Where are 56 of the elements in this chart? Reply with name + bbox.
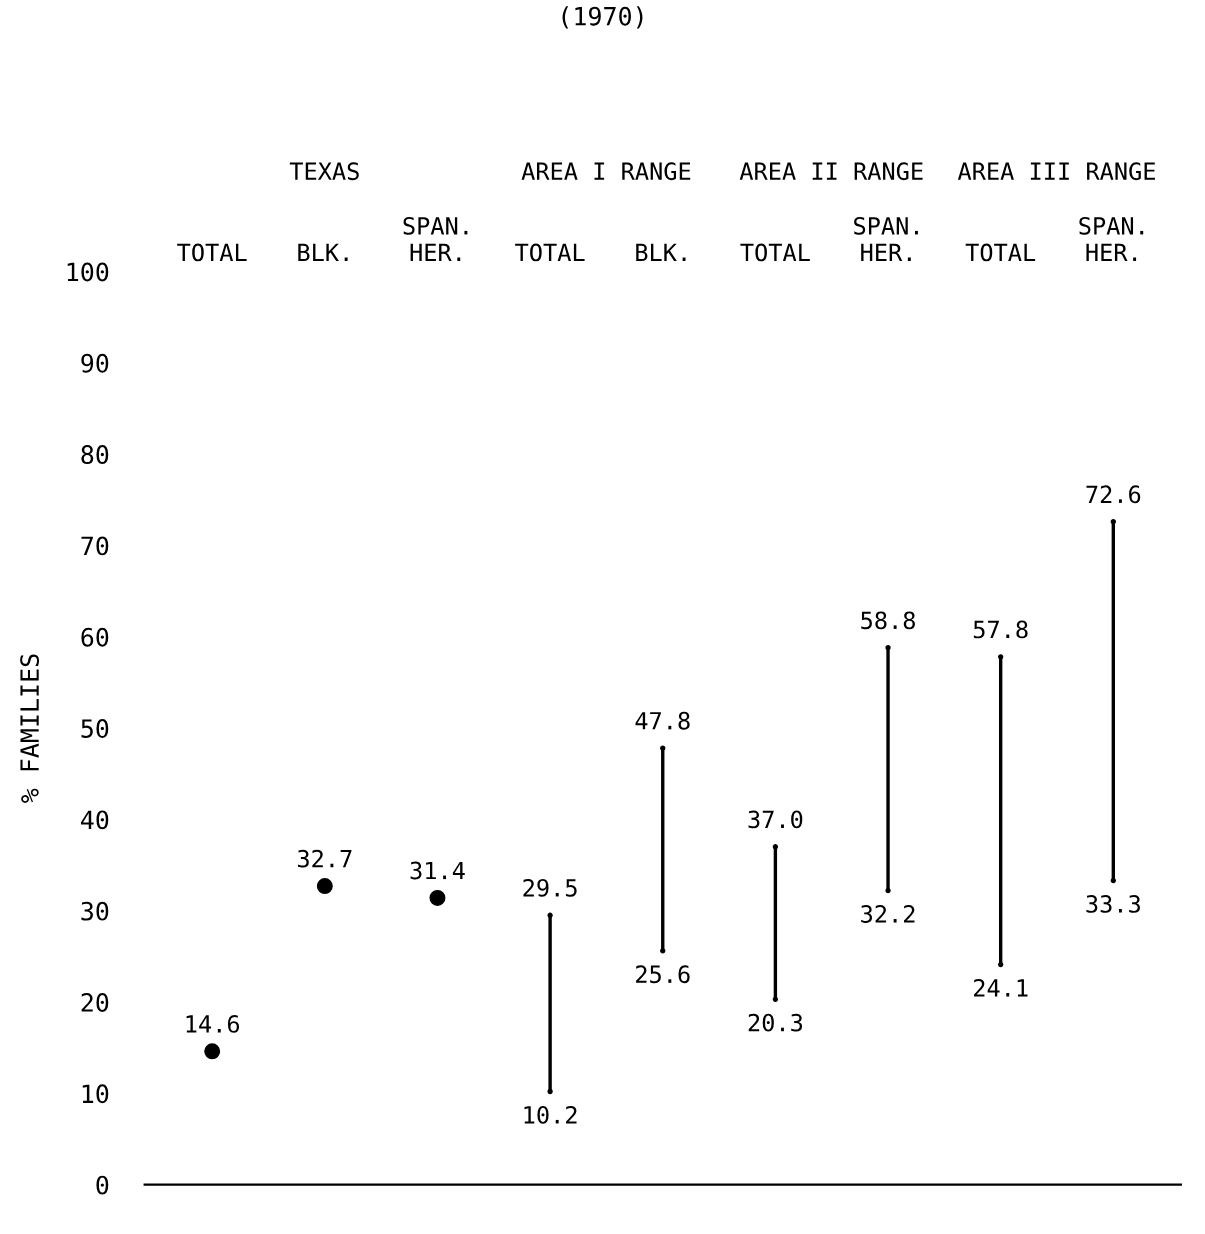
- point: [429, 889, 446, 906]
- point: [547, 912, 553, 918]
- x-tick-label: SPAN. HER.: [854, 216, 918, 262]
- data-label: 58.8: [861, 611, 915, 630]
- data-label: 57.8: [973, 620, 1028, 639]
- data-label: 14.6: [186, 1015, 240, 1033]
- x-tick-label: BLK.: [636, 243, 686, 262]
- data-label: 31.4: [410, 861, 465, 880]
- point: [1110, 877, 1116, 884]
- data-label: 37.0: [748, 810, 803, 829]
- x-tick-label: TOTAL: [965, 243, 1036, 262]
- point: [660, 948, 666, 954]
- point: [547, 1088, 553, 1095]
- data-label: 24.1: [974, 979, 1028, 997]
- text: AREA II RANGE: [739, 162, 923, 181]
- data-label: 25.6: [636, 965, 690, 984]
- y-tick-label: 80: [81, 445, 109, 465]
- point: [998, 961, 1004, 968]
- y-tick-label: 20: [81, 993, 109, 1012]
- x-tick-label: TOTAL: [740, 243, 810, 262]
- point: [660, 745, 666, 751]
- data-label: 20.3: [748, 1013, 803, 1032]
- point: [772, 996, 779, 1002]
- data-label: 72.6: [1086, 485, 1141, 504]
- point: [204, 1043, 221, 1060]
- data-label: 29.5: [523, 878, 577, 897]
- point: [998, 654, 1004, 660]
- y-tick-label: 90: [81, 353, 109, 373]
- x-tick-label: SPAN. HER.: [403, 216, 468, 262]
- text: AREA I RANGE: [521, 162, 691, 181]
- y-tick-label: 30: [81, 901, 109, 921]
- y-tick-label: 40: [81, 810, 109, 830]
- point: [885, 645, 891, 651]
- y-tick-label: 10: [82, 1084, 109, 1104]
- data-label: 32.7: [297, 849, 352, 868]
- data-label: 32.2: [861, 905, 915, 923]
- point: [885, 887, 891, 894]
- y-axis-title: % FAMILIES: [20, 654, 40, 803]
- text: AREA III RANGE: [957, 162, 1155, 181]
- point: [772, 844, 779, 850]
- x-tick-label: TOTAL: [515, 243, 585, 262]
- point: [316, 878, 333, 895]
- y-tick-label: 0: [96, 1175, 109, 1195]
- data-label: 33.3: [1086, 894, 1140, 913]
- y-tick-label: 70: [81, 536, 109, 556]
- y-tick-label: 100: [67, 262, 109, 282]
- x-tick-label: BLK.: [298, 243, 348, 262]
- y-tick-label: 60: [81, 627, 109, 647]
- text: TEXAS: [289, 162, 359, 181]
- x-tick-label: SPAN. HER.: [1079, 216, 1144, 262]
- y-tick-label: 50: [81, 719, 109, 738]
- point: [1110, 519, 1116, 525]
- data-label: 10.2: [524, 1105, 577, 1124]
- data-label: 47.8: [635, 711, 690, 730]
- x-tick-label: TOTAL: [177, 243, 247, 262]
- chart-title: (1970): [562, 6, 643, 29]
